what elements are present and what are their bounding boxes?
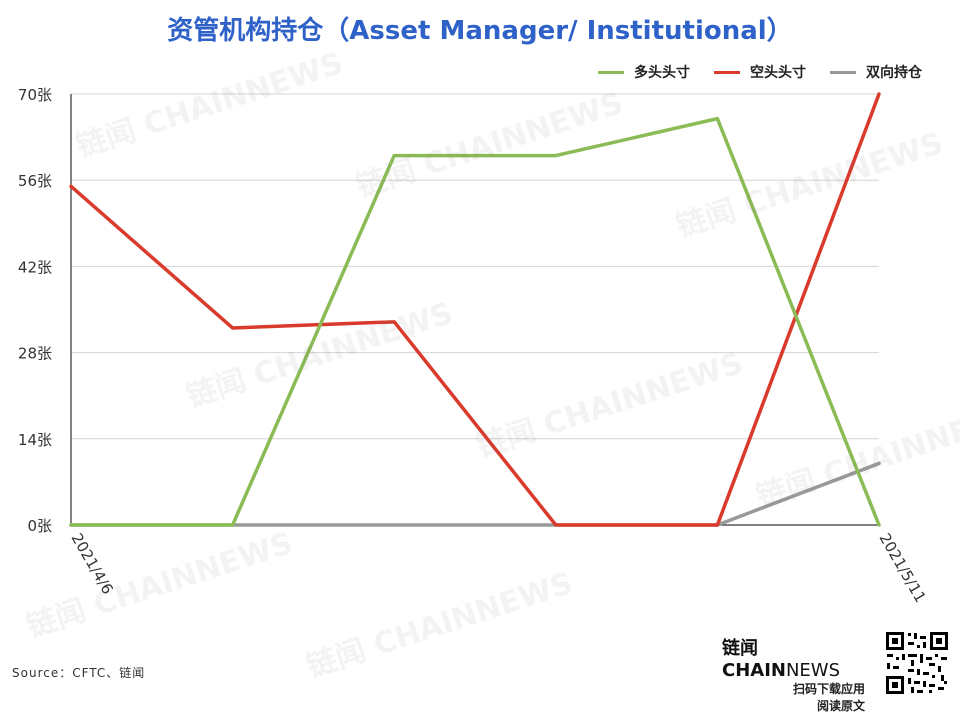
brand-name: 链闻 CHAINNEWS xyxy=(722,634,865,681)
brand-line-1: 扫码下载应用 xyxy=(792,682,865,696)
legend-label-short: 空头头寸 xyxy=(750,65,806,81)
legend-item-spread: 双向持仓 xyxy=(830,62,922,82)
legend-label-spread: 双向持仓 xyxy=(866,65,922,81)
qr-code-icon[interactable] xyxy=(884,630,950,696)
x-tick-label: 2021/5/11 xyxy=(876,530,930,606)
brand-name-chain: CHAIN xyxy=(722,660,786,681)
y-tick-label: 0张 xyxy=(27,517,52,535)
y-tick-label: 70张 xyxy=(18,86,52,104)
source-note: Source：CFTC、链闻 xyxy=(12,666,146,680)
series-line-0 xyxy=(69,116,881,527)
legend-item-long: 多头头寸 xyxy=(598,62,690,82)
legend-swatch-short xyxy=(714,70,740,74)
y-tick-label: 42张 xyxy=(18,258,52,276)
x-tick-label: 2021/4/6 xyxy=(68,530,117,597)
brand-name-news: NEWS xyxy=(785,660,841,681)
y-tick-label: 56张 xyxy=(18,172,52,190)
y-tick-label: 28张 xyxy=(18,345,52,363)
series-line-1 xyxy=(69,92,881,527)
chart-title: 资管机构持仓（Asset Manager/ Institutional） xyxy=(167,16,793,46)
legend-swatch-spread xyxy=(830,70,856,74)
legend: 多头头寸 空头头寸 双向持仓 xyxy=(598,62,922,82)
brand-line-2: 阅读原文 xyxy=(816,699,865,713)
legend-label-long: 多头头寸 xyxy=(634,65,690,81)
legend-item-short: 空头头寸 xyxy=(714,62,806,82)
legend-swatch-long xyxy=(598,70,624,74)
y-tick-label: 14张 xyxy=(18,431,52,449)
brand-name-cn: 链闻 xyxy=(722,638,758,659)
series-line-2 xyxy=(69,461,881,527)
